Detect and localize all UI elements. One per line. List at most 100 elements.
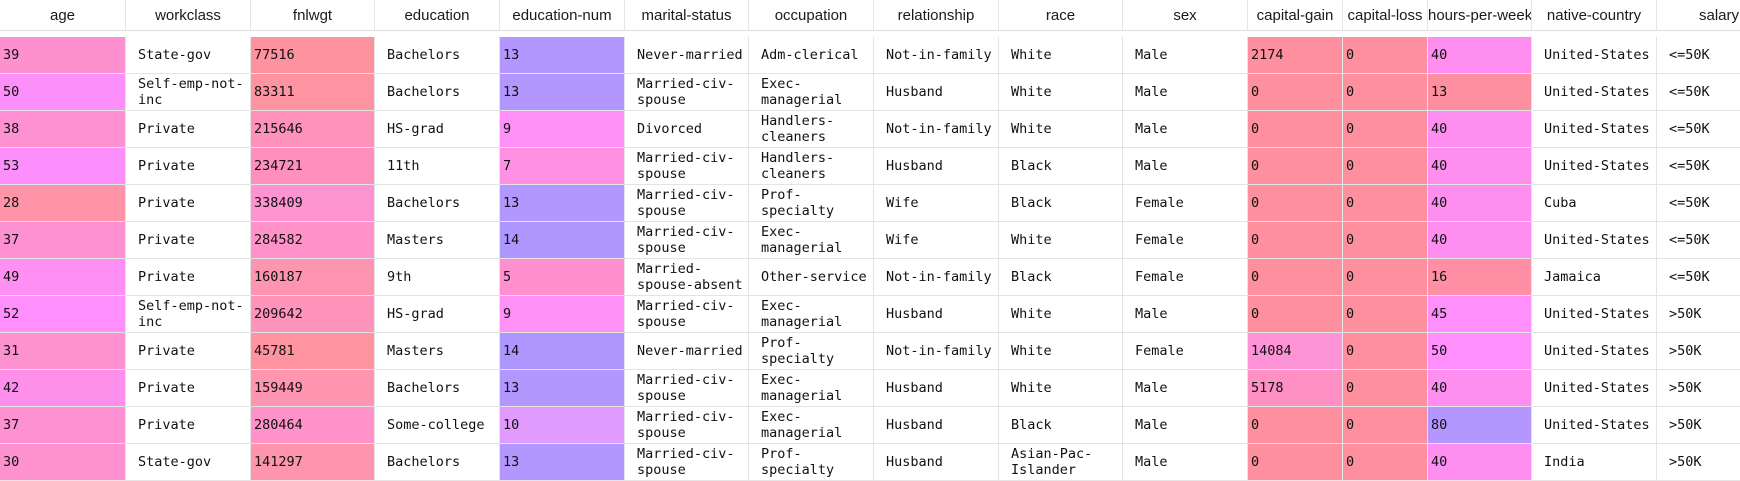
table-cell-capital-loss[interactable]: 0 (1343, 148, 1428, 185)
table-cell-native-country[interactable]: United-States (1532, 74, 1657, 111)
table-cell-sex[interactable]: Female (1123, 185, 1248, 222)
table-cell-occupation[interactable]: Exec-managerial (749, 296, 874, 333)
table-cell-relationship[interactable]: Wife (874, 185, 999, 222)
table-cell-salary[interactable]: <=50K (1657, 37, 1740, 74)
table-cell-race[interactable]: White (999, 111, 1123, 148)
column-header-native-country[interactable]: native-country (1532, 0, 1657, 31)
table-cell-race[interactable]: Black (999, 148, 1123, 185)
table-cell-occupation[interactable]: Prof-specialty (749, 185, 874, 222)
table-cell-sex[interactable]: Male (1123, 407, 1248, 444)
table-cell-occupation[interactable]: Other-service (749, 259, 874, 296)
table-cell-occupation[interactable]: Handlers-cleaners (749, 111, 874, 148)
table-cell-education[interactable]: 11th (375, 148, 500, 185)
table-cell-relationship[interactable]: Not-in-family (874, 333, 999, 370)
table-cell-capital-gain[interactable]: 0 (1248, 148, 1343, 185)
table-cell-capital-gain[interactable]: 0 (1248, 296, 1343, 333)
table-cell-education[interactable]: HS-grad (375, 296, 500, 333)
table-cell-race[interactable]: White (999, 222, 1123, 259)
table-cell-race[interactable]: White (999, 74, 1123, 111)
table-cell-relationship[interactable]: Husband (874, 407, 999, 444)
table-cell-marital-status[interactable]: Never-married (625, 37, 749, 74)
table-cell-age[interactable]: 50 (0, 74, 126, 111)
table-cell-capital-loss[interactable]: 0 (1343, 111, 1428, 148)
table-cell-age[interactable]: 28 (0, 185, 126, 222)
table-cell-workclass[interactable]: Self-emp-not-inc (126, 296, 251, 333)
table-cell-relationship[interactable]: Husband (874, 296, 999, 333)
table-cell-age[interactable]: 49 (0, 259, 126, 296)
table-cell-education-num[interactable]: 13 (500, 444, 625, 481)
table-cell-age[interactable]: 52 (0, 296, 126, 333)
table-cell-native-country[interactable]: United-States (1532, 370, 1657, 407)
table-cell-capital-loss[interactable]: 0 (1343, 370, 1428, 407)
table-cell-education[interactable]: 9th (375, 259, 500, 296)
table-cell-capital-gain[interactable]: 0 (1248, 74, 1343, 111)
table-cell-capital-gain[interactable]: 5178 (1248, 370, 1343, 407)
table-cell-occupation[interactable]: Handlers-cleaners (749, 148, 874, 185)
table-cell-capital-gain[interactable]: 14084 (1248, 333, 1343, 370)
table-cell-fnlwgt[interactable]: 45781 (251, 333, 375, 370)
table-cell-race[interactable]: White (999, 37, 1123, 74)
table-cell-native-country[interactable]: United-States (1532, 333, 1657, 370)
table-cell-capital-loss[interactable]: 0 (1343, 185, 1428, 222)
table-cell-age[interactable]: 37 (0, 407, 126, 444)
column-header-race[interactable]: race (999, 0, 1123, 31)
table-cell-capital-gain[interactable]: 0 (1248, 111, 1343, 148)
table-cell-marital-status[interactable]: Married-civ-spouse (625, 407, 749, 444)
table-cell-workclass[interactable]: Private (126, 111, 251, 148)
table-cell-salary[interactable]: <=50K (1657, 148, 1740, 185)
table-cell-salary[interactable]: >50K (1657, 407, 1740, 444)
table-cell-native-country[interactable]: India (1532, 444, 1657, 481)
table-cell-education-num[interactable]: 13 (500, 370, 625, 407)
table-cell-occupation[interactable]: Exec-managerial (749, 370, 874, 407)
table-cell-sex[interactable]: Male (1123, 111, 1248, 148)
table-cell-hours-per-week[interactable]: 40 (1428, 185, 1532, 222)
table-cell-hours-per-week[interactable]: 16 (1428, 259, 1532, 296)
table-cell-hours-per-week[interactable]: 50 (1428, 333, 1532, 370)
table-cell-native-country[interactable]: United-States (1532, 407, 1657, 444)
table-cell-fnlwgt[interactable]: 160187 (251, 259, 375, 296)
table-cell-sex[interactable]: Male (1123, 296, 1248, 333)
table-cell-capital-loss[interactable]: 0 (1343, 74, 1428, 111)
table-cell-capital-loss[interactable]: 0 (1343, 222, 1428, 259)
table-cell-age[interactable]: 42 (0, 370, 126, 407)
table-cell-education-num[interactable]: 5 (500, 259, 625, 296)
table-cell-native-country[interactable]: United-States (1532, 296, 1657, 333)
table-cell-marital-status[interactable]: Married-civ-spouse (625, 444, 749, 481)
table-cell-salary[interactable]: <=50K (1657, 74, 1740, 111)
column-header-capital-gain[interactable]: capital-gain (1248, 0, 1343, 31)
table-cell-marital-status[interactable]: Married-civ-spouse (625, 370, 749, 407)
table-cell-occupation[interactable]: Prof-specialty (749, 333, 874, 370)
table-cell-marital-status[interactable]: Married-civ-spouse (625, 222, 749, 259)
table-cell-native-country[interactable]: United-States (1532, 37, 1657, 74)
table-cell-education[interactable]: Bachelors (375, 185, 500, 222)
table-cell-fnlwgt[interactable]: 215646 (251, 111, 375, 148)
column-header-education-num[interactable]: education-num (500, 0, 625, 31)
table-cell-education[interactable]: Masters (375, 333, 500, 370)
table-cell-education-num[interactable]: 13 (500, 74, 625, 111)
table-cell-hours-per-week[interactable]: 40 (1428, 370, 1532, 407)
table-cell-relationship[interactable]: Not-in-family (874, 111, 999, 148)
table-cell-workclass[interactable]: Private (126, 148, 251, 185)
table-cell-marital-status[interactable]: Married-civ-spouse (625, 148, 749, 185)
table-cell-workclass[interactable]: Private (126, 222, 251, 259)
table-cell-capital-loss[interactable]: 0 (1343, 37, 1428, 74)
table-cell-education[interactable]: Bachelors (375, 74, 500, 111)
table-cell-capital-gain[interactable]: 0 (1248, 185, 1343, 222)
table-cell-race[interactable]: White (999, 370, 1123, 407)
table-cell-race[interactable]: Black (999, 185, 1123, 222)
table-cell-race[interactable]: Black (999, 407, 1123, 444)
table-cell-marital-status[interactable]: Married-civ-spouse (625, 296, 749, 333)
table-cell-education[interactable]: Bachelors (375, 370, 500, 407)
table-cell-education-num[interactable]: 14 (500, 222, 625, 259)
table-cell-salary[interactable]: <=50K (1657, 111, 1740, 148)
table-cell-capital-gain[interactable]: 0 (1248, 407, 1343, 444)
table-cell-fnlwgt[interactable]: 209642 (251, 296, 375, 333)
table-cell-marital-status[interactable]: Never-married (625, 333, 749, 370)
table-cell-hours-per-week[interactable]: 80 (1428, 407, 1532, 444)
table-cell-race[interactable]: Asian-Pac-Islander (999, 444, 1123, 481)
table-cell-hours-per-week[interactable]: 40 (1428, 37, 1532, 74)
table-cell-native-country[interactable]: Jamaica (1532, 259, 1657, 296)
table-cell-workclass[interactable]: Private (126, 370, 251, 407)
table-cell-relationship[interactable]: Not-in-family (874, 37, 999, 74)
table-cell-hours-per-week[interactable]: 13 (1428, 74, 1532, 111)
